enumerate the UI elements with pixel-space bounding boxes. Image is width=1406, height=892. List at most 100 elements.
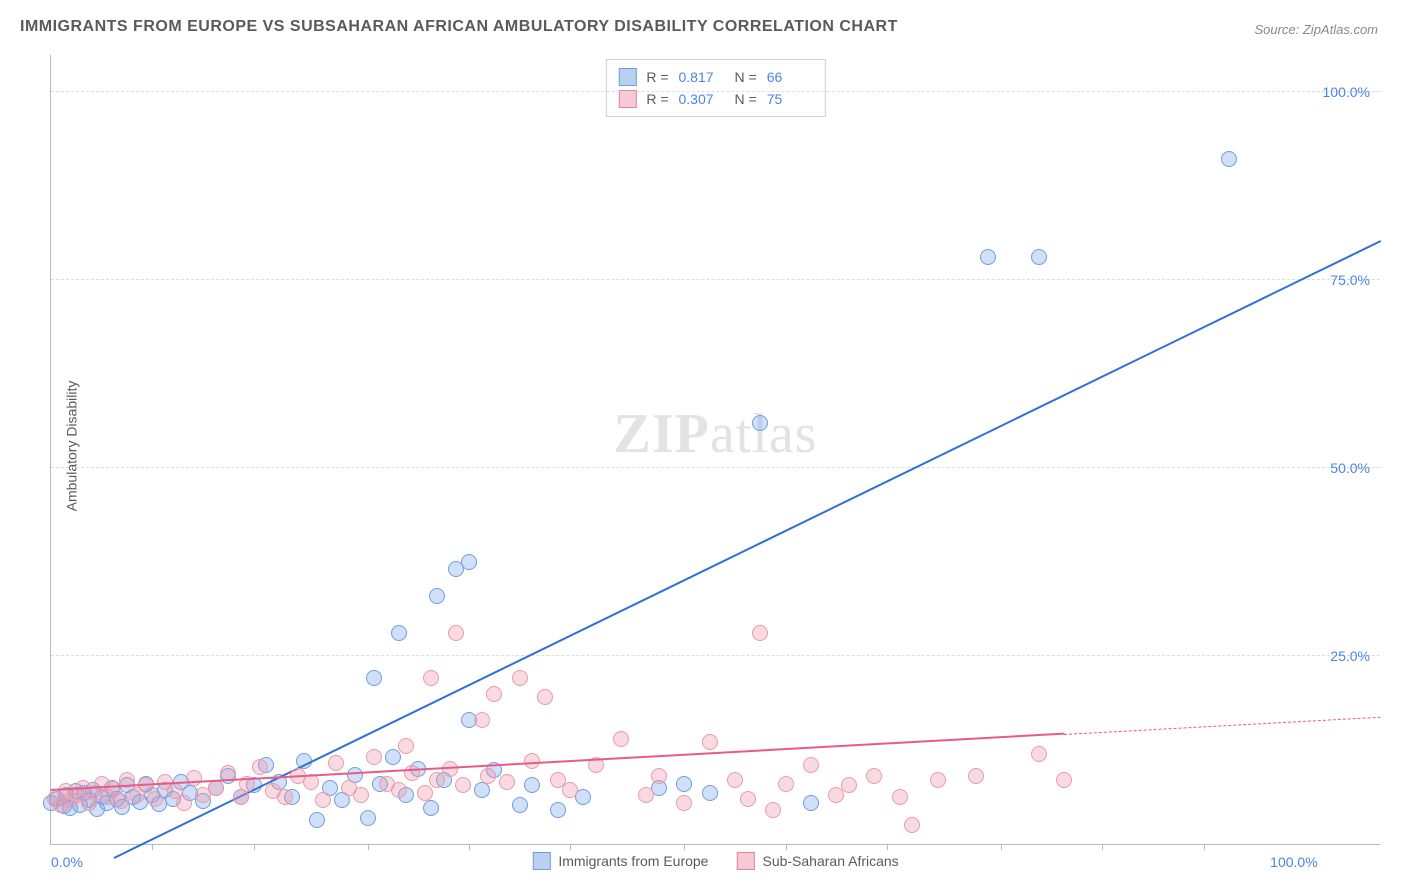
data-point: [391, 782, 407, 798]
data-point: [866, 768, 882, 784]
data-point: [474, 712, 490, 728]
stats-swatch: [618, 68, 636, 86]
x-tick: [887, 844, 888, 850]
data-point: [752, 415, 768, 431]
data-point: [366, 749, 382, 765]
data-point: [1031, 746, 1047, 762]
gridline: [51, 91, 1380, 92]
data-point: [353, 787, 369, 803]
x-tick: [254, 844, 255, 850]
data-point: [803, 795, 819, 811]
legend-item: Immigrants from Europe: [532, 852, 708, 870]
y-tick-label: 50.0%: [1330, 460, 1370, 476]
data-point: [778, 776, 794, 792]
data-point: [904, 817, 920, 833]
data-point: [429, 772, 445, 788]
data-point: [366, 670, 382, 686]
data-point: [752, 625, 768, 641]
data-point: [676, 776, 692, 792]
data-point: [448, 625, 464, 641]
legend-swatch: [532, 852, 550, 870]
data-point: [423, 670, 439, 686]
data-point: [1056, 772, 1072, 788]
legend-label: Immigrants from Europe: [558, 853, 708, 869]
legend-label: Sub-Saharan Africans: [762, 853, 898, 869]
x-tick: [570, 844, 571, 850]
chart-title: IMMIGRANTS FROM EUROPE VS SUBSAHARAN AFR…: [20, 18, 898, 36]
stats-n-value: 75: [767, 91, 813, 107]
series-legend: Immigrants from Europe Sub-Saharan Africa…: [532, 852, 898, 870]
data-point: [727, 772, 743, 788]
stats-row: R = 0.817 N = 66: [618, 66, 812, 88]
data-point: [638, 787, 654, 803]
data-point: [252, 759, 268, 775]
gridline: [51, 279, 1380, 280]
data-point: [651, 768, 667, 784]
data-point: [841, 777, 857, 793]
x-tick: [1001, 844, 1002, 850]
data-point: [417, 785, 433, 801]
stats-r-key: R =: [646, 91, 668, 107]
y-tick-label: 75.0%: [1330, 272, 1370, 288]
x-tick: [1102, 844, 1103, 850]
x-tick: [469, 844, 470, 850]
data-point: [524, 777, 540, 793]
data-point: [676, 795, 692, 811]
y-tick-label: 100.0%: [1323, 84, 1370, 100]
x-tick-label: 100.0%: [1270, 854, 1317, 870]
x-tick-label: 0.0%: [51, 854, 83, 870]
data-point: [930, 772, 946, 788]
data-point: [423, 800, 439, 816]
stats-swatch: [618, 90, 636, 108]
data-point: [186, 770, 202, 786]
data-point: [512, 797, 528, 813]
data-point: [113, 793, 129, 809]
data-point: [537, 689, 553, 705]
chart-source: Source: ZipAtlas.com: [1254, 22, 1378, 37]
watermark-light: atlas: [710, 403, 818, 465]
stats-n-key: N =: [735, 69, 757, 85]
correlation-stats-box: R =0.817N =66R =0.307N =75: [605, 59, 825, 117]
legend-item: Sub-Saharan Africans: [736, 852, 898, 870]
data-point: [277, 789, 293, 805]
data-point: [1031, 249, 1047, 265]
data-point: [702, 785, 718, 801]
stats-r-value: 0.817: [679, 69, 725, 85]
data-point: [980, 249, 996, 265]
data-point: [550, 802, 566, 818]
data-point: [385, 749, 401, 765]
data-point: [398, 738, 414, 754]
data-point: [328, 755, 344, 771]
data-point: [429, 588, 445, 604]
data-point: [309, 812, 325, 828]
data-point: [360, 810, 376, 826]
data-point: [404, 765, 420, 781]
data-point: [315, 792, 331, 808]
data-point: [613, 731, 629, 747]
x-tick: [1204, 844, 1205, 850]
watermark: ZIPatlas: [614, 402, 818, 466]
x-tick: [786, 844, 787, 850]
data-point: [740, 791, 756, 807]
y-tick-label: 25.0%: [1330, 648, 1370, 664]
data-point: [512, 670, 528, 686]
trend-line: [1064, 717, 1381, 735]
data-point: [702, 734, 718, 750]
data-point: [499, 774, 515, 790]
data-point: [562, 782, 578, 798]
scatter-plot: ZIPatlas R =0.817N =66R =0.307N =75 Immi…: [50, 55, 1380, 845]
data-point: [803, 757, 819, 773]
stats-n-value: 66: [767, 69, 813, 85]
data-point: [968, 768, 984, 784]
x-tick: [368, 844, 369, 850]
data-point: [765, 802, 781, 818]
x-tick: [152, 844, 153, 850]
data-point: [486, 686, 502, 702]
stats-n-key: N =: [735, 91, 757, 107]
data-point: [461, 554, 477, 570]
watermark-bold: ZIP: [614, 403, 710, 465]
data-point: [391, 625, 407, 641]
data-point: [480, 768, 496, 784]
data-point: [892, 789, 908, 805]
stats-r-key: R =: [646, 69, 668, 85]
